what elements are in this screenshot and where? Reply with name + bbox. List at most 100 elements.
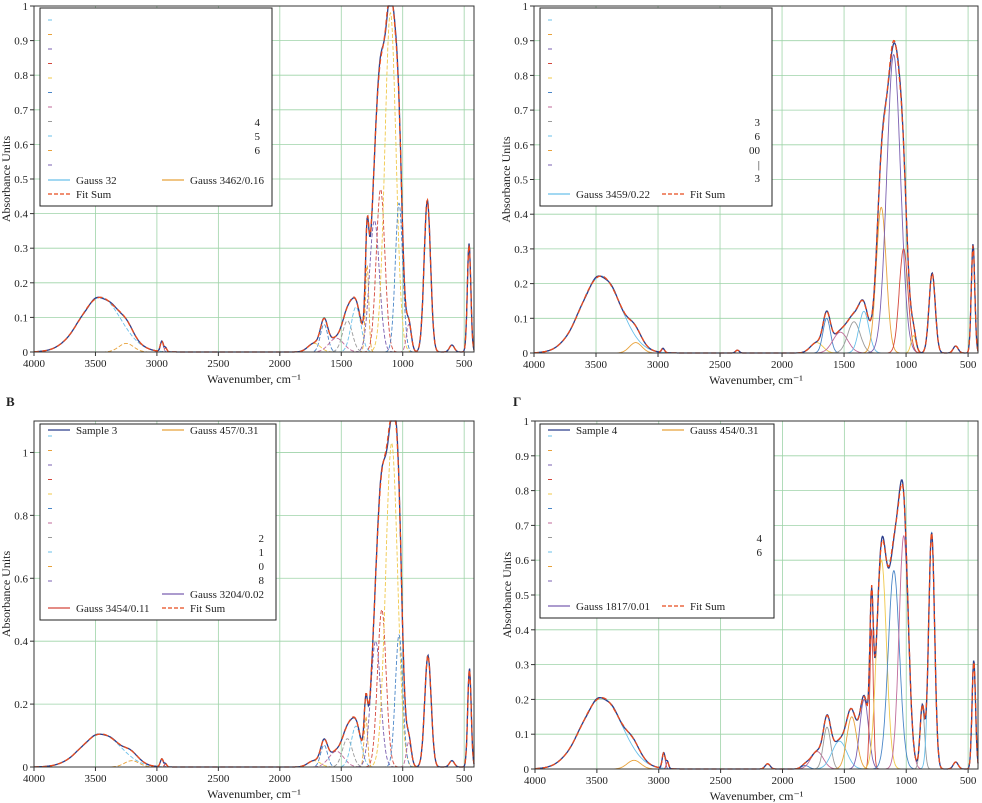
x-tick-label: 1500 xyxy=(330,773,353,785)
plot-frame xyxy=(33,420,475,768)
x-tick-label: 4000 xyxy=(524,775,547,787)
y-tick-label: 0.7 xyxy=(514,105,528,117)
y-tick-label: 0.1 xyxy=(14,312,28,324)
x-tick-label: 2000 xyxy=(771,775,794,787)
y-tick-label: 0.9 xyxy=(14,36,28,48)
x-axis-label: Wavenumber, cm⁻¹ xyxy=(709,373,803,387)
y-tick-label: 0 xyxy=(523,348,529,360)
x-axis-label: Wavenumber, cm⁻¹ xyxy=(710,789,804,803)
y-tick-label: 0.1 xyxy=(515,729,529,741)
legend-entry: Fit Sum xyxy=(76,189,112,201)
x-tick-label: 3000 xyxy=(146,773,169,785)
y-tick-label: 1 xyxy=(23,1,29,13)
y-tick-label: 0.2 xyxy=(515,694,529,706)
legend-fragment: 3 xyxy=(755,173,761,185)
y-tick-label: 0.2 xyxy=(14,278,28,290)
gauss-component xyxy=(832,716,872,770)
y-axis-label: Absorbance Units xyxy=(0,136,13,223)
gauss-component xyxy=(310,744,338,768)
legend-entry: Fit Sum xyxy=(690,601,726,613)
legend-fragment: 00 xyxy=(749,145,761,157)
y-tick-label: 0.5 xyxy=(14,174,28,186)
x-tick-label: 2000 xyxy=(771,359,794,371)
panel-letter: Г xyxy=(513,394,521,409)
y-tick-label: 0.4 xyxy=(14,209,28,221)
x-tick-label: 4000 xyxy=(23,358,46,370)
x-tick-label: 3000 xyxy=(648,775,671,787)
gauss-component xyxy=(811,317,842,354)
x-tick-label: 1500 xyxy=(833,775,856,787)
x-tick-label: 1000 xyxy=(895,775,918,787)
y-axis-label: Absorbance Units xyxy=(499,136,513,223)
legend: 4 6 Sample 4 Gauss 454/0.31 Gauss 1817/0.01 F… xyxy=(539,423,775,619)
y-tick-label: 1 xyxy=(23,447,29,459)
legend-fragment: 6 xyxy=(755,131,761,143)
gauss-component xyxy=(415,654,441,768)
legend-fragment: 4 xyxy=(757,533,763,545)
gauss-component xyxy=(414,198,441,353)
y-tick-label: 0.6 xyxy=(14,139,28,151)
gauss-component xyxy=(363,188,398,353)
legend-fragment: 6 xyxy=(757,547,763,559)
x-tick-label: 1500 xyxy=(833,359,856,371)
x-tick-label: 3500 xyxy=(84,773,107,785)
x-tick-label: 2500 xyxy=(207,773,230,785)
y-tick-label: 0.5 xyxy=(514,175,528,187)
gauss-component xyxy=(34,296,182,353)
gauss-component xyxy=(861,559,902,770)
chart-panel-1: 4000 3500 3000 2500 2000 1500 1000 500 0 0.1 0.2 0.… xyxy=(0,1,475,386)
legend-box xyxy=(39,423,277,621)
y-tick-label: 0.4 xyxy=(515,625,529,637)
y-tick-label: 0.9 xyxy=(515,451,529,463)
legend: 3 6 00 | 3 Gauss 3459/0.22 Fit Sum xyxy=(539,7,773,207)
x-tick-label: 3000 xyxy=(647,359,670,371)
gauss-component xyxy=(336,725,376,768)
x-tick-label: 3500 xyxy=(585,359,608,371)
legend-fragment: 2 xyxy=(259,533,265,545)
gauss-component xyxy=(606,759,662,770)
y-tick-label: 0.6 xyxy=(514,140,528,152)
y-tick-label: 0.8 xyxy=(14,510,28,522)
y-tick-label: 0.7 xyxy=(515,520,529,532)
gauss-component xyxy=(359,716,373,768)
chart-panel-2: 4000 3500 3000 2500 2000 1500 1000 500 0 0.1 0.2 0.… xyxy=(499,1,979,387)
gauss-component xyxy=(34,733,180,768)
gauss-component xyxy=(861,206,902,354)
y-tick-label: 0.1 xyxy=(514,313,528,325)
gauss-component xyxy=(384,634,414,768)
x-tick-label: 500 xyxy=(960,359,977,371)
legend-entry: Sample 4 xyxy=(576,425,618,437)
y-tick-label: 0.8 xyxy=(515,486,529,498)
gauss-component xyxy=(364,608,399,768)
gauss-component xyxy=(792,751,842,770)
gauss-component xyxy=(354,219,395,353)
legend-fragment: 8 xyxy=(259,575,265,587)
legend-entry: Fit Sum xyxy=(690,189,726,201)
gauss-component xyxy=(809,740,870,770)
x-tick-label: 1000 xyxy=(895,359,918,371)
y-tick-label: 0.3 xyxy=(514,244,528,256)
x-tick-label: 1000 xyxy=(392,358,415,370)
legend-entry: Fit Sum xyxy=(190,603,226,615)
gauss-component xyxy=(327,320,368,353)
legend-fragment: 6 xyxy=(255,145,261,157)
y-tick-label: 0.8 xyxy=(514,70,528,82)
x-tick-label: 2500 xyxy=(710,775,733,787)
y-tick-label: 0.4 xyxy=(514,209,528,221)
gauss-component xyxy=(360,264,375,353)
x-tick-label: 500 xyxy=(960,775,977,787)
y-tick-label: 0.6 xyxy=(14,573,28,585)
gauss-component xyxy=(309,323,339,353)
x-tick-label: 3500 xyxy=(586,775,609,787)
x-tick-label: 2000 xyxy=(269,358,292,370)
x-tick-label: 1000 xyxy=(392,773,415,785)
gauss-component xyxy=(534,697,684,770)
legend-entry: Gauss 3462/0.16 xyxy=(190,175,264,187)
y-tick-label: 0 xyxy=(524,764,530,776)
panel-letter: В xyxy=(6,394,15,409)
gauss-component xyxy=(442,760,462,768)
x-tick-label: 500 xyxy=(456,773,473,785)
legend-entry: Gauss 32 xyxy=(76,175,117,187)
gauss-component xyxy=(864,628,879,770)
y-tick-label: 1 xyxy=(524,416,530,428)
